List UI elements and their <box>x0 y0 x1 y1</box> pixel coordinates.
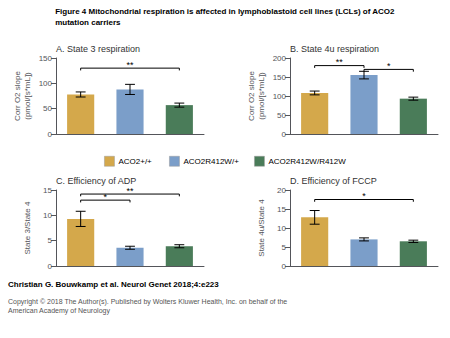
svg-text:Corr O2 slope: Corr O2 slope <box>247 71 256 121</box>
svg-text:*: * <box>362 191 366 201</box>
svg-text:*: * <box>104 192 108 202</box>
svg-text:mutation carriers: mutation carriers <box>55 18 121 27</box>
svg-text:(pmol/[s*mL]): (pmol/[s*mL]) <box>23 72 32 120</box>
svg-text:(pmol/[s*mL]): (pmol/[s*mL]) <box>257 72 266 120</box>
svg-text:C. Efficiency of ADP: C. Efficiency of ADP <box>56 176 136 186</box>
svg-text:15: 15 <box>43 186 52 195</box>
svg-text:100: 100 <box>273 92 287 101</box>
svg-text:5: 5 <box>48 236 53 245</box>
svg-text:*: * <box>387 61 391 71</box>
svg-text:B. State 4u respiration: B. State 4u respiration <box>290 44 379 54</box>
svg-text:10: 10 <box>43 211 52 220</box>
svg-text:ACO2+/+: ACO2+/+ <box>118 157 152 166</box>
svg-text:15: 15 <box>277 205 286 214</box>
svg-text:**: ** <box>336 57 344 67</box>
svg-text:**: ** <box>126 186 134 196</box>
svg-text:Christian G. Bouwkamp et al. N: Christian G. Bouwkamp et al. Neurol Gene… <box>8 280 219 289</box>
svg-text:ACO2R412W/R412W: ACO2R412W/R412W <box>268 157 346 166</box>
svg-text:0: 0 <box>48 262 53 271</box>
svg-text:20: 20 <box>277 186 286 195</box>
svg-text:Copyright © 2018 The Author(s): Copyright © 2018 The Author(s). Publishe… <box>8 298 287 306</box>
svg-text:5: 5 <box>282 243 287 252</box>
svg-text:0: 0 <box>282 262 287 271</box>
svg-text:0: 0 <box>282 130 287 139</box>
svg-text:A. State 3 respiration: A. State 3 respiration <box>56 44 140 54</box>
svg-text:0: 0 <box>48 130 53 139</box>
svg-text:10: 10 <box>277 224 286 233</box>
svg-text:D. Efficiency of FCCP: D. Efficiency of FCCP <box>290 176 377 186</box>
svg-text:150: 150 <box>39 54 53 63</box>
svg-text:**: ** <box>126 60 134 70</box>
svg-text:50: 50 <box>277 111 286 120</box>
svg-text:50: 50 <box>43 104 52 113</box>
svg-text:State 3/State 4: State 3/State 4 <box>23 201 32 254</box>
svg-text:150: 150 <box>273 73 287 82</box>
svg-text:100: 100 <box>39 79 53 88</box>
svg-text:Figure 4 Mitochondrial respira: Figure 4 Mitochondrial respiration is af… <box>55 7 395 16</box>
svg-text:State 4u/State 4: State 4u/State 4 <box>257 199 266 257</box>
svg-text:American Academy of Neurology: American Academy of Neurology <box>8 307 110 315</box>
svg-text:Corr O2 slope: Corr O2 slope <box>13 71 22 121</box>
svg-text:ACO2R412W/+: ACO2R412W/+ <box>183 157 239 166</box>
svg-text:200: 200 <box>273 54 287 63</box>
